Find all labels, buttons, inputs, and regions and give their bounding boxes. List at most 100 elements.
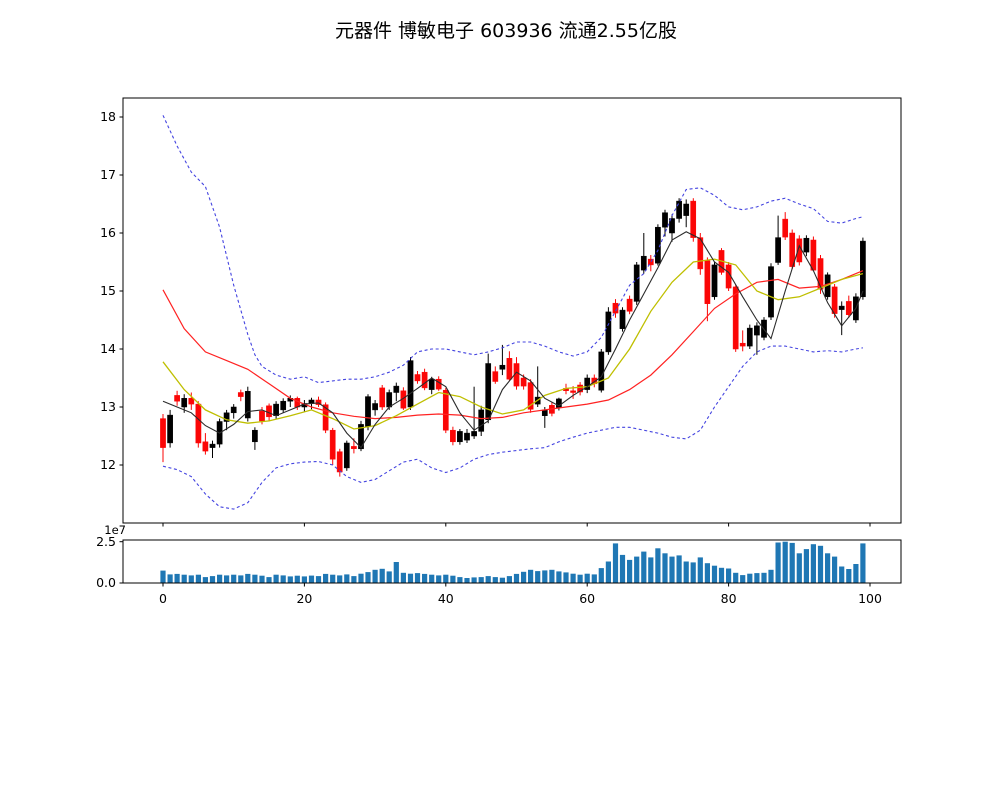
volume-bar (775, 542, 781, 583)
volume-bar (167, 574, 173, 583)
overlay-lines-layer (162, 115, 864, 510)
volume-bar (697, 557, 703, 583)
volume-bar (365, 572, 371, 583)
candle (174, 390, 180, 406)
bollinger-upper-line (162, 115, 864, 384)
candle-body (860, 240, 866, 298)
candle (379, 385, 386, 410)
volume-bar (655, 548, 661, 583)
candle (669, 214, 675, 242)
candle-body (584, 377, 591, 390)
candle (598, 349, 605, 393)
candle-body (343, 442, 350, 469)
candle-body (676, 200, 682, 219)
candle (831, 284, 838, 318)
candle (690, 198, 697, 242)
price-y-tick-label: 12 (100, 457, 116, 472)
candle-body (789, 232, 796, 267)
candle-body (838, 305, 845, 310)
volume-bar (789, 542, 795, 583)
volume-bar (414, 573, 421, 583)
volume-bar (676, 555, 682, 583)
candle (202, 433, 209, 455)
candle (428, 376, 435, 395)
volume-bar (330, 574, 336, 583)
volume-bar (506, 576, 512, 583)
candle (336, 448, 343, 477)
candle-body (746, 327, 753, 347)
volume-bar (323, 573, 329, 583)
candle-body (407, 360, 414, 408)
candle-body (379, 387, 386, 408)
bollinger-lower-line (162, 345, 863, 510)
volume-x-tick-label: 60 (579, 591, 595, 606)
volume-bar (245, 573, 251, 583)
candle-body (768, 266, 774, 318)
volume-bar (499, 577, 505, 583)
candle (315, 396, 322, 407)
volume-bar (598, 568, 604, 583)
candle-body (520, 377, 527, 387)
volume-y-tick-label: 2.5 (96, 534, 116, 549)
candle (640, 233, 647, 274)
volume-bar (648, 557, 654, 583)
volume-bar (796, 553, 802, 583)
candle (407, 357, 414, 410)
volume-bar (853, 564, 859, 583)
volume-bar (718, 567, 725, 583)
volume-bar (407, 573, 414, 583)
volume-bar (372, 569, 378, 583)
candle-body (365, 396, 371, 428)
axes-layer (122, 97, 902, 584)
volume-bar (563, 572, 569, 583)
volume-bar (711, 565, 718, 583)
volume-bar (605, 561, 611, 583)
candle-body (697, 237, 704, 270)
candle (704, 257, 711, 322)
candle-body (647, 258, 654, 266)
candle (343, 440, 350, 471)
volume-bar (209, 576, 216, 583)
volume-bar (761, 572, 767, 583)
candle (810, 236, 817, 272)
candle (393, 382, 400, 402)
volume-bar (429, 574, 435, 583)
candle (803, 235, 810, 257)
volume-bar (485, 576, 491, 583)
volume-bar (174, 573, 180, 583)
candle (683, 199, 690, 228)
volume-bar (839, 566, 845, 583)
candle-body (485, 363, 492, 421)
candle (421, 368, 428, 391)
candle (506, 351, 513, 381)
candle (485, 353, 492, 424)
candle-body (598, 351, 605, 391)
candle-body (209, 443, 216, 448)
candle (775, 215, 781, 265)
candle (838, 301, 845, 336)
volume-bar (535, 571, 541, 583)
candle-body (181, 398, 188, 408)
volume-bar (266, 577, 272, 583)
candle (358, 420, 364, 452)
candle-body (732, 286, 739, 350)
candle-body (775, 237, 781, 263)
candlesticks-layer (160, 198, 866, 477)
volume-offset-label: 1e7 (104, 523, 126, 537)
volume-bar (252, 574, 258, 583)
volume-bar (584, 573, 590, 583)
volume-bar (436, 575, 442, 583)
candle-body (527, 382, 534, 410)
candle (711, 262, 718, 300)
candle (280, 398, 287, 413)
candle-body (329, 429, 336, 460)
candle-body (273, 403, 279, 416)
ma-slow-line (162, 270, 864, 420)
volume-bar (513, 573, 520, 583)
volume-bar (422, 573, 428, 583)
candle (845, 295, 852, 318)
candle-body (817, 258, 824, 290)
volume-x-tick-label: 40 (438, 591, 454, 606)
volume-bar (478, 577, 484, 583)
volume-bar (768, 569, 774, 583)
